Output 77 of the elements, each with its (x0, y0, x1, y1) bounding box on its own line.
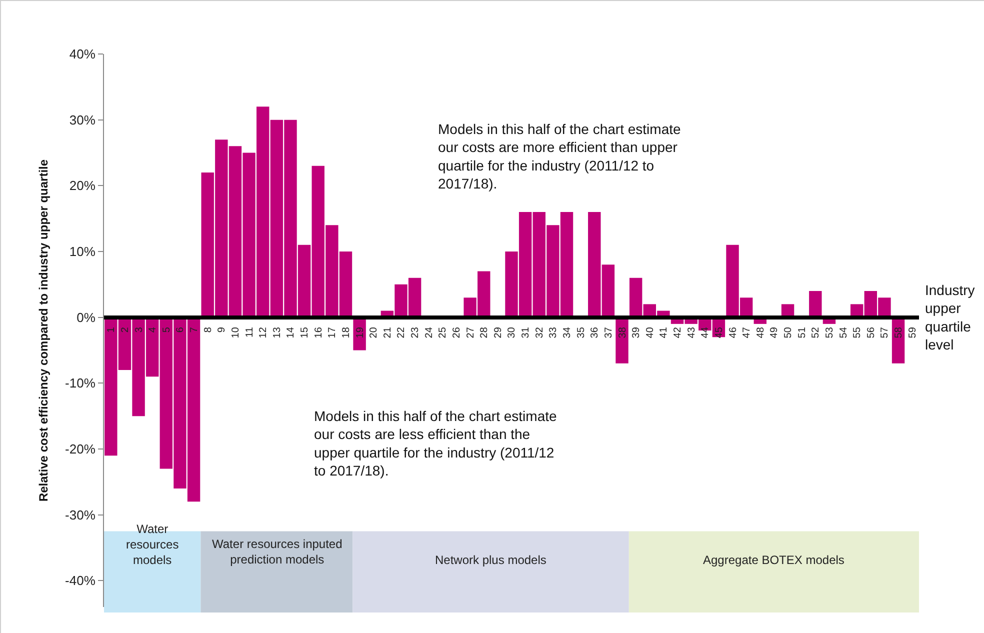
y-tick-label: 0% (76, 310, 96, 325)
x-tick-label: 41 (658, 326, 670, 338)
x-tick-label: 37 (603, 326, 614, 338)
x-tick-label: 21 (382, 326, 394, 338)
x-tick-label: 59 (907, 326, 918, 338)
band-label: Water resources models (126, 522, 179, 568)
x-tick-label: 55 (852, 326, 864, 338)
x-tick-label: 15 (300, 326, 311, 338)
x-tick-label: 31 (520, 326, 532, 338)
x-tick-label: 1 (106, 326, 118, 333)
x-tick-label: 2 (120, 326, 131, 333)
y-tick-label: -40% (65, 573, 96, 588)
x-tick-label: 34 (562, 326, 573, 338)
x-tick-label: 36 (590, 326, 601, 338)
x-tick-label: 42 (672, 326, 684, 338)
x-tick-label: 56 (866, 326, 877, 338)
x-tick-label: 12 (258, 326, 270, 338)
x-tick-label: 32 (534, 326, 546, 338)
x-tick-label: 19 (354, 326, 366, 338)
x-tick-label: 53 (824, 326, 836, 338)
bar (809, 291, 822, 318)
annotation: Models in this half of the chart estimate our costs are more efficient than upper quartile for the industry (2011/12 to 2017/18). (438, 121, 681, 192)
x-tick-label: 30 (506, 326, 518, 338)
y-tick-label: -20% (65, 442, 96, 457)
x-tick-label: 40 (644, 326, 656, 338)
band-label: Network plus models (435, 553, 546, 567)
y-tick-label: -10% (65, 376, 96, 391)
x-tick-label: 7 (189, 326, 200, 333)
x-tick-label: 16 (313, 326, 324, 338)
x-tick-label: 8 (202, 326, 214, 333)
y-tick-label: 10% (69, 244, 96, 260)
x-tick-label: 43 (686, 326, 698, 338)
x-tick-label: 22 (396, 326, 408, 338)
x-tick-label: 18 (340, 326, 352, 338)
x-tick-label: 26 (452, 326, 462, 338)
x-tick-label: 6 (175, 326, 186, 333)
x-tick-label: 35 (576, 326, 587, 338)
x-tick-label: 52 (810, 326, 822, 338)
x-tick-label: 46 (728, 326, 739, 338)
y-tick-label: 40% (69, 46, 96, 62)
x-tick-label: 9 (216, 326, 228, 333)
y-tick-label: 30% (69, 112, 96, 128)
y-tick-label: -30% (65, 507, 96, 522)
x-tick-label: 17 (327, 326, 338, 338)
x-tick-label: 39 (631, 326, 642, 338)
x-tick-label: 28 (479, 326, 490, 338)
x-tick-label: 14 (286, 326, 297, 338)
y-axis-title: Relative cost efficiency compared to industry upper quartile (36, 159, 50, 502)
x-tick-label: 10 (230, 326, 242, 338)
x-tick-label: 23 (410, 326, 422, 338)
band-label: Water resources inputed prediction models (212, 537, 342, 567)
x-tick-label: 50 (783, 326, 794, 338)
x-tick-label: 57 (880, 326, 891, 338)
band-label: Aggregate BOTEX models (703, 553, 844, 567)
x-tick-label: 51 (796, 326, 808, 338)
x-tick-label: 27 (465, 326, 476, 338)
x-tick-label: 54 (838, 326, 850, 338)
x-tick-label: 38 (617, 326, 628, 338)
x-tick-label: 20 (368, 326, 380, 338)
annotation: Models in this half of the chart estimate our costs are less efficient than the upper quartile for the industry (2011/12 to 2017/18). (314, 408, 557, 479)
text: Industry upper quartile level (925, 282, 975, 353)
x-tick-label: 25 (438, 326, 449, 338)
x-tick-label: 4 (148, 326, 159, 333)
x-tick-label: 49 (769, 326, 780, 338)
x-tick-label: 3 (134, 326, 145, 333)
x-tick-label: 44 (700, 326, 712, 338)
x-tick-label: 45 (714, 326, 725, 338)
x-tick-label: 11 (244, 326, 256, 338)
x-tick-label: 24 (424, 326, 435, 338)
x-tick-label: 48 (755, 326, 766, 338)
x-tick-label: 33 (548, 326, 560, 338)
x-tick-label: 5 (161, 326, 172, 333)
y-tick-label: 20% (69, 178, 96, 194)
x-tick-label: 13 (272, 326, 283, 338)
x-tick-label: 47 (742, 326, 753, 338)
x-tick-label: 58 (894, 326, 905, 338)
x-tick-label: 29 (492, 326, 504, 338)
